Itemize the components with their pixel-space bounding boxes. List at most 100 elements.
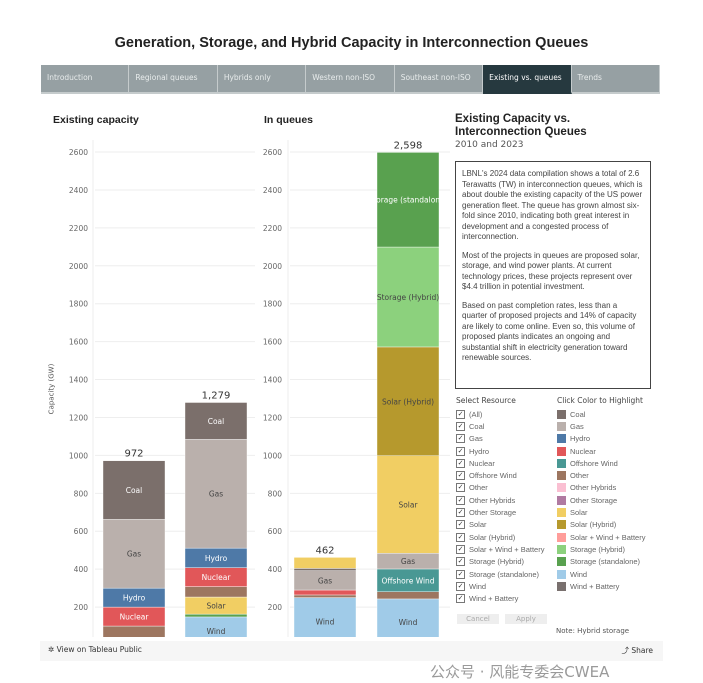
- bar-segment-solar[interactable]: [376, 455, 440, 554]
- tab-introduction[interactable]: Introduction: [41, 65, 130, 94]
- bar-segment-gas[interactable]: [102, 519, 166, 589]
- tab-western-non-iso[interactable]: Western non-ISO: [306, 65, 395, 94]
- checkbox[interactable]: ✓: [456, 409, 465, 419]
- tab-hybrids-only[interactable]: Hybrids only: [217, 65, 307, 94]
- filter-item[interactable]: ✓ Coal: [456, 420, 555, 432]
- checkbox[interactable]: ✓: [456, 495, 465, 505]
- legend-item[interactable]: Wind + Battery: [557, 580, 667, 592]
- legend-item[interactable]: Other: [557, 469, 667, 481]
- filter-item[interactable]: ✓ Gas: [456, 433, 555, 445]
- legend-item[interactable]: Nuclear: [557, 445, 667, 457]
- legend-item[interactable]: Gas: [557, 420, 667, 432]
- legend-item[interactable]: Storage (standalone): [557, 556, 667, 568]
- color-swatch[interactable]: [557, 569, 566, 579]
- legend-item[interactable]: Other Storage: [557, 494, 667, 506]
- bar-segment-storage-standalone-[interactable]: [184, 613, 248, 618]
- filter-item[interactable]: ✓ (All): [456, 408, 555, 420]
- checkbox[interactable]: ✓: [456, 458, 465, 468]
- bar-total-label: 462: [315, 545, 334, 556]
- segment-label: Solar (Hybrid): [382, 397, 434, 406]
- color-swatch[interactable]: [557, 532, 566, 542]
- color-swatch[interactable]: [557, 557, 566, 567]
- checkbox[interactable]: ✓: [456, 446, 465, 456]
- segment-label: Storage (standalone): [368, 196, 447, 205]
- legend-item[interactable]: Wind: [557, 568, 667, 580]
- view-on-tableau-link[interactable]: View on Tableau Public: [56, 645, 142, 654]
- bar-segment-other[interactable]: [102, 625, 166, 637]
- color-swatch[interactable]: [557, 520, 566, 530]
- share-button[interactable]: ⤴ Share: [621, 645, 653, 656]
- checkbox[interactable]: ✓: [456, 581, 465, 591]
- filter-item[interactable]: ✓ Other Storage: [456, 506, 555, 518]
- apply-button[interactable]: Apply: [505, 614, 547, 624]
- color-swatch[interactable]: [557, 421, 566, 431]
- checkbox[interactable]: ✓: [456, 594, 465, 604]
- legend-item[interactable]: Solar (Hybrid): [557, 519, 667, 531]
- bar-segment-storage-standalone-[interactable]: [376, 152, 440, 248]
- color-swatch[interactable]: [557, 544, 566, 554]
- filter-item[interactable]: ✓ Offshore Wind: [456, 469, 555, 481]
- legend-item[interactable]: Offshore Wind: [557, 457, 667, 469]
- checkbox[interactable]: ✓: [456, 483, 465, 493]
- tab-trends[interactable]: Trends: [571, 65, 660, 94]
- filter-item[interactable]: ✓ Storage (standalone): [456, 568, 555, 580]
- bar-segment-storage-hybrid-[interactable]: [376, 246, 440, 348]
- segment-label: Solar: [206, 602, 226, 611]
- checkbox[interactable]: ✓: [456, 520, 465, 530]
- color-swatch[interactable]: [557, 409, 566, 419]
- bar-segment-coal[interactable]: [293, 568, 357, 571]
- legend-item[interactable]: Other Hybrids: [557, 482, 667, 494]
- bar-segment-gas[interactable]: [184, 439, 248, 549]
- bar-segment-solar-hybrid-[interactable]: [376, 346, 440, 456]
- legend-item[interactable]: Solar: [557, 506, 667, 518]
- bar-segment-other[interactable]: [184, 586, 248, 598]
- cancel-button[interactable]: Cancel: [457, 614, 499, 624]
- filter-item[interactable]: ✓ Other: [456, 482, 555, 494]
- filter-item[interactable]: ✓ Storage (Hybrid): [456, 556, 555, 568]
- bar-segment-solar[interactable]: [293, 557, 357, 569]
- tab-regional-queues[interactable]: Regional queues: [129, 65, 218, 94]
- checkbox[interactable]: ✓: [456, 544, 465, 554]
- bar-segment-wind[interactable]: [293, 597, 357, 637]
- checkbox[interactable]: ✓: [456, 557, 465, 567]
- checkbox[interactable]: ✓: [456, 421, 465, 431]
- checkbox[interactable]: ✓: [456, 569, 465, 579]
- legend-item[interactable]: Hydro: [557, 433, 667, 445]
- filter-item[interactable]: ✓ Solar (Hybrid): [456, 531, 555, 543]
- checkbox[interactable]: ✓: [456, 434, 465, 444]
- filter-item[interactable]: ✓ Wind: [456, 580, 555, 592]
- y-tick-label: 1600: [69, 338, 88, 347]
- color-swatch[interactable]: [557, 495, 566, 505]
- legend-item[interactable]: Storage (Hybrid): [557, 543, 667, 555]
- tab-southeast-non-iso[interactable]: Southeast non-ISO: [394, 65, 484, 94]
- filter-item[interactable]: ✓ Hydro: [456, 445, 555, 457]
- legend-item[interactable]: Coal: [557, 408, 667, 420]
- bar-segment-other[interactable]: [293, 594, 357, 598]
- color-swatch[interactable]: [557, 508, 566, 518]
- checkbox[interactable]: ✓: [456, 532, 465, 542]
- color-swatch[interactable]: [557, 581, 566, 591]
- bar-segment-coal[interactable]: [102, 460, 166, 520]
- bar-segment-wind[interactable]: [376, 598, 440, 637]
- bar-segment-other[interactable]: [376, 591, 440, 600]
- color-swatch[interactable]: [557, 446, 566, 456]
- legend-label: Other Storage: [570, 495, 618, 505]
- checkbox[interactable]: ✓: [456, 508, 465, 518]
- color-swatch[interactable]: [557, 483, 566, 493]
- checkbox[interactable]: ✓: [456, 471, 465, 481]
- share-icon: ⤴: [621, 646, 632, 655]
- legend-item[interactable]: Solar + Wind + Battery: [557, 531, 667, 543]
- existing-capacity-heading: Existing capacity: [53, 114, 139, 126]
- tab-existing-vs-queues[interactable]: Existing vs. queues: [483, 65, 572, 94]
- bar-segment-nuclear[interactable]: [293, 589, 357, 596]
- color-swatch[interactable]: [557, 471, 566, 481]
- color-swatch[interactable]: [557, 458, 566, 468]
- color-swatch[interactable]: [557, 434, 566, 444]
- filter-item[interactable]: ✓ Wind + Battery: [456, 592, 555, 604]
- bar-segment-coal[interactable]: [184, 402, 248, 440]
- legend-label: Wind + Battery: [570, 581, 620, 591]
- filter-item[interactable]: ✓ Nuclear: [456, 457, 555, 469]
- filter-item[interactable]: ✓ Solar + Wind + Battery: [456, 543, 555, 555]
- filter-item[interactable]: ✓ Solar: [456, 519, 555, 531]
- filter-item[interactable]: ✓ Other Hybrids: [456, 494, 555, 506]
